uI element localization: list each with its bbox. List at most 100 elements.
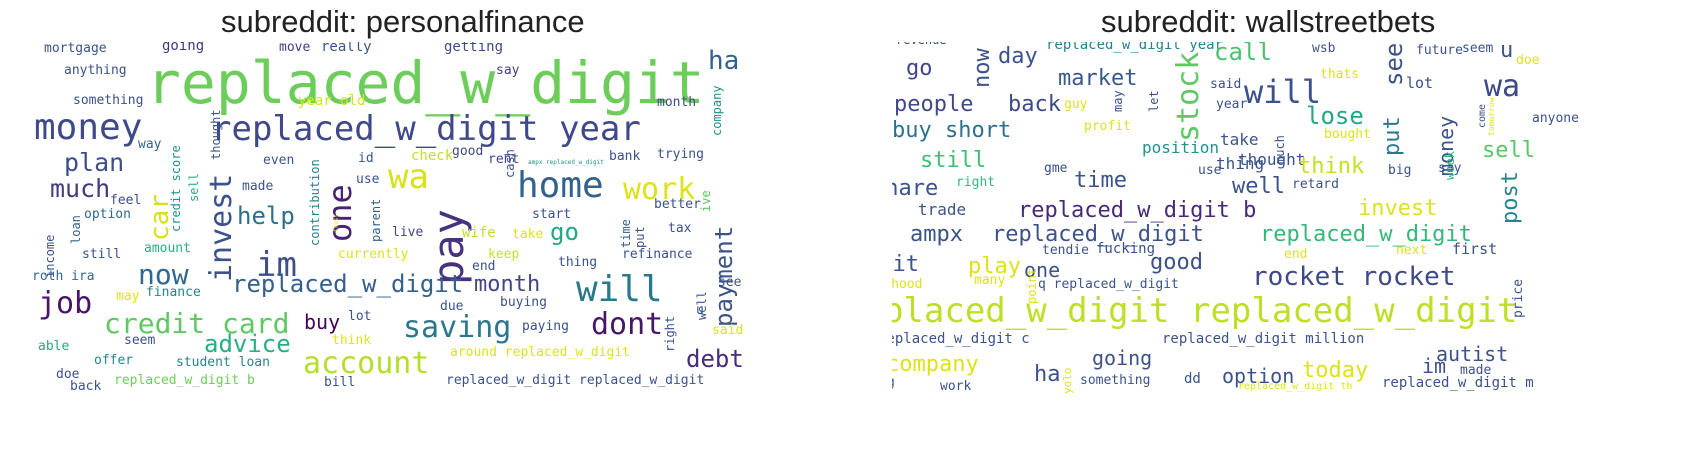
cloud-word: parent [369,198,383,242]
cloud-word: start [532,207,572,222]
cloud-word: put [1380,116,1405,156]
cloud-word: trade [918,200,967,219]
cloud-word: replaced_w_digit [992,222,1204,247]
cloud-word: something [73,93,144,108]
cloud-word: way [138,137,162,152]
cloud-word: will [576,269,663,310]
cloud-word: advice [204,330,291,358]
cloud-word: home [517,165,604,206]
cloud-word: saving [403,310,512,345]
cloud-word: time [1074,168,1127,193]
cloud-word: account [303,346,430,381]
cloud-word: right [956,175,996,190]
cloud-word: replaced_w_digit year [211,109,641,149]
cloud-word: end [472,259,496,274]
cloud-word: said [1210,77,1242,92]
cloud-word: roth ira [32,269,95,284]
cloud-word: trying [657,147,704,162]
cloud-word: bank [609,149,641,164]
cloud-word: plan [64,148,125,177]
cloud-word: tomorrow [1487,97,1496,136]
cloud-word: replaced_w_digit b [114,373,255,388]
cloud-word: option [1222,364,1295,388]
cloud-word: bought [1324,127,1371,142]
panel-title-wallstreetbets: subreddit: wallstreetbets [1101,4,1436,39]
cloud-word: replaced_w_digit year [1046,42,1224,53]
cloud-word: think [1298,154,1365,179]
cloud-word: market [1058,66,1138,91]
cloud-word: month [657,95,697,110]
cloud-word: position [1142,138,1220,157]
cloud-word: play [968,254,1021,279]
cloud-word: use [1198,163,1222,178]
cloud-word: tendie [1042,243,1089,258]
cloud-word: well [1232,174,1285,199]
cloud-word: company [892,352,979,377]
cloud-word: revenue [896,42,947,46]
cloud-word: time [619,219,633,248]
cloud-word: robinhood [892,277,923,292]
cloud-word: may [1111,90,1125,112]
cloud-word: made [242,179,274,194]
cloud-word: wife [462,225,496,241]
cloud-word: year [1216,97,1248,112]
cloud-word: now [970,48,995,88]
cloud-word: first [1452,240,1498,258]
cloud-word: buy short [892,118,1012,143]
cloud-word: trust [333,213,340,232]
cloud-word: price [1511,278,1526,318]
cloud-word: amount [144,241,191,256]
cloud-word: ha [708,46,740,76]
cloud-word: wa [388,157,429,197]
cloud-word: going [162,42,205,54]
cloud-word: seem [1462,42,1494,56]
cloud-word: really [321,42,372,55]
cloud-word: anyone [1532,111,1579,126]
cloud-word: thats [1320,67,1360,82]
cloud-word: better [654,197,701,212]
cloud-word: currently [338,247,409,262]
cloud-word: rocket rocket [1252,262,1456,292]
cloud-word: work [623,172,696,207]
cloud-word: take [512,227,544,242]
cloud-word: ampx [910,222,963,247]
cloud-word: dont [591,307,664,342]
cloud-word: refinance [622,247,693,262]
cloud-word: doe [56,367,80,382]
cloud-word: replaced_w_digit replaced_w_digit [892,291,1518,331]
cloud-word: replaced_w_digit replaced_w_digit [446,373,705,388]
cloud-word: seem [124,333,156,348]
cloud-word: said [712,323,744,338]
cloud-word: go [906,56,933,81]
cloud-word: think [332,333,372,348]
cloud-word: back [70,379,102,394]
cloud-word: put [633,226,647,248]
cloud-word: replaced_w_digit million [1162,331,1365,347]
cloud-word: shit [892,252,919,277]
cloud-word: thought [1238,150,1306,169]
cloud-word: see [1380,42,1408,86]
cloud-word: thought [209,109,223,160]
cloud-word: going [1092,346,1153,370]
cloud-word: week [1443,151,1457,180]
cloud-word: student loan [176,355,270,370]
cloud-word: job [38,286,93,321]
cloud-word: even [263,153,295,168]
cloud-word: gme [1044,161,1068,176]
cloud-word: yolo [1061,367,1074,395]
cloud-word: finance [146,285,201,300]
cloud-word: debt [686,345,744,373]
cloud-word: replaced_w_digit b [1018,198,1257,223]
cloud-word: lot [348,309,372,324]
cloud-word: one [1024,258,1061,282]
cloud-word: im [256,245,297,285]
cloud-word: still [920,148,987,173]
cloud-word: u [696,303,704,318]
cloud-word: offer [94,353,134,368]
cloud-word: buying [500,295,547,310]
cloud-word: due [440,299,464,314]
cloud-word: let [1147,90,1161,112]
cloud-word: month [474,272,541,297]
cloud-word: day [998,44,1038,69]
cloud-word: say [1438,161,1462,176]
